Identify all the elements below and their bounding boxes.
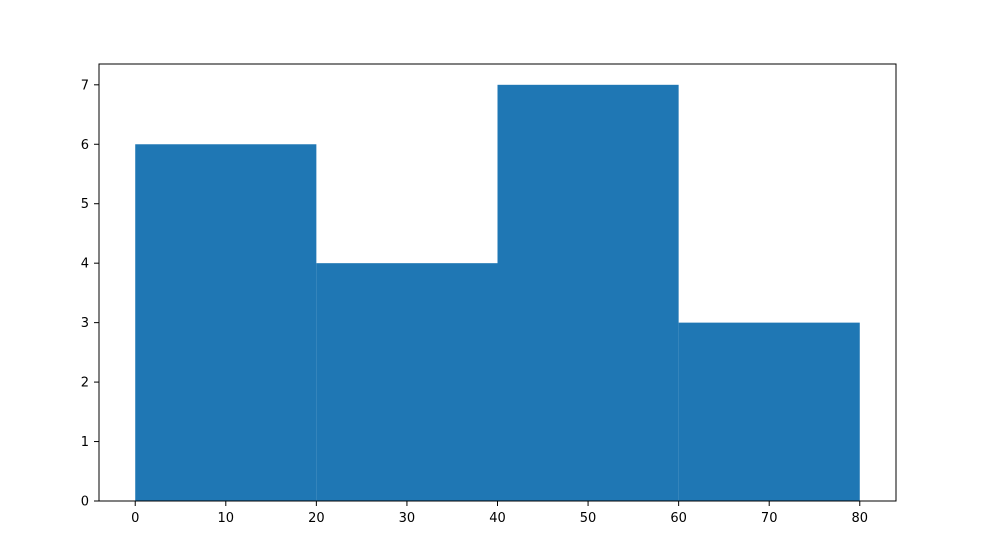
x-tick-label-4: 40 xyxy=(489,511,506,526)
x-tick-label-5: 50 xyxy=(580,511,597,526)
y-tick-label-3: 3 xyxy=(81,316,89,331)
x-tick-label-2: 20 xyxy=(308,511,325,526)
histogram-bar-1 xyxy=(316,263,498,501)
y-tick-label-1: 1 xyxy=(81,435,89,450)
y-tick-label-2: 2 xyxy=(81,376,89,391)
histogram-bar-0 xyxy=(135,144,317,501)
histogram-bar-3 xyxy=(678,322,860,501)
x-tick-label-0: 0 xyxy=(131,511,139,526)
x-tick-label-1: 10 xyxy=(218,511,235,526)
y-tick-label-7: 7 xyxy=(81,78,89,93)
histogram-bars xyxy=(135,84,860,502)
plot-frame xyxy=(98,63,897,502)
x-tick-label-3: 30 xyxy=(399,511,416,526)
x-tick-label-8: 80 xyxy=(851,511,868,526)
y-axis-ticks: 0 1 2 3 4 5 6 7 xyxy=(81,78,99,510)
x-tick-label-6: 60 xyxy=(670,511,687,526)
y-tick-label-6: 6 xyxy=(81,138,89,153)
x-tick-label-7: 70 xyxy=(761,511,778,526)
y-tick-label-0: 0 xyxy=(81,495,89,510)
x-axis-ticks: 0 10 20 30 40 50 60 70 80 xyxy=(131,501,868,526)
y-tick-label-4: 4 xyxy=(81,257,89,272)
y-tick-label-5: 5 xyxy=(81,197,89,212)
histogram-bar-2 xyxy=(497,84,679,502)
